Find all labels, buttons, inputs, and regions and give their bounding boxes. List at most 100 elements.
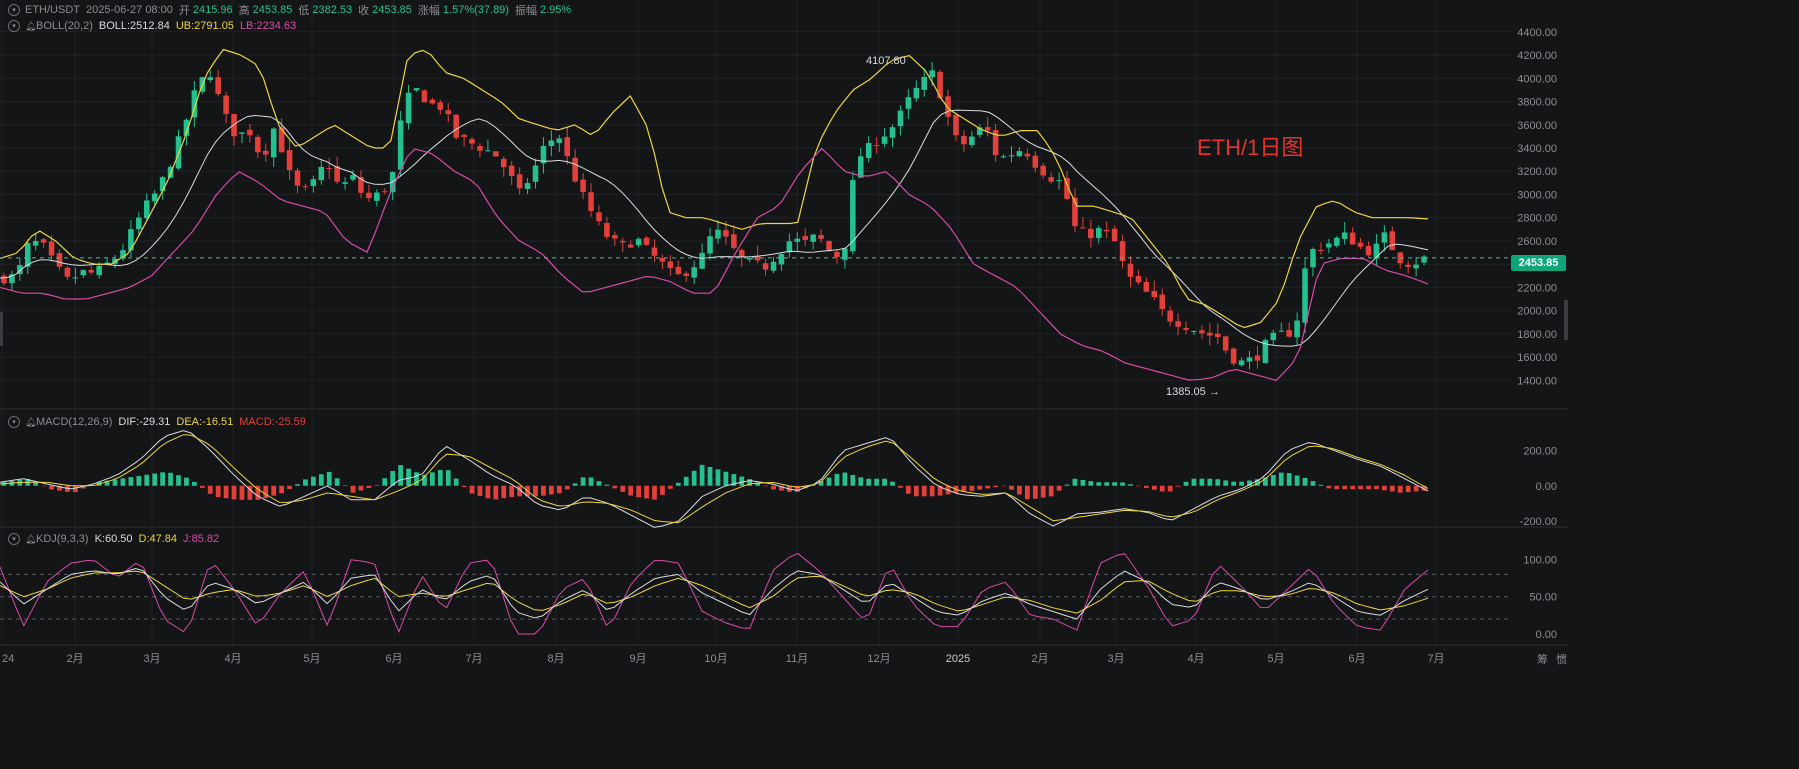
candle-body (857, 156, 864, 178)
macd-label[interactable]: MACD(12,26,9) (36, 416, 113, 428)
macd-bar (398, 465, 404, 486)
macd-bar (390, 471, 396, 486)
macd-bar (1231, 481, 1237, 486)
macd-bar (41, 485, 47, 487)
candle-body (429, 99, 436, 104)
inertia-button[interactable]: 惯 (1556, 654, 1567, 666)
candle-body (842, 248, 848, 260)
macd-bar (1286, 473, 1292, 486)
macd-bar (1001, 485, 1006, 487)
macd-bar (1159, 485, 1165, 492)
candle-body (1341, 232, 1348, 239)
kdj-axis-label: 50.00 (1529, 592, 1557, 604)
candle-body (366, 192, 372, 199)
macd-bar (184, 477, 189, 486)
macd-bar (1358, 485, 1363, 490)
candle-body (255, 136, 261, 153)
price-axis-label: 3000.00 (1517, 189, 1557, 201)
candle-body (929, 70, 935, 78)
candle-body (1175, 321, 1181, 327)
macd-bar (168, 472, 173, 486)
candle-body (358, 177, 364, 193)
macd-bar (1175, 485, 1181, 487)
bell-icon[interactable]: 🔔︎ (25, 20, 37, 31)
candle-body (675, 266, 682, 275)
candle-body (643, 237, 650, 245)
macd-bar (509, 485, 515, 497)
candle-body (794, 238, 801, 242)
candle-body (1270, 332, 1277, 341)
chart-canvas[interactable]: 4400.00 4200.00 4000.00 3800.00 3600.00 3400.… (0, 0, 1568, 670)
macd-dif-value: DIF:-29.31 (118, 416, 171, 428)
price-axis-label: 2800.00 (1517, 213, 1557, 225)
boll-label[interactable]: BOLL(20,2) (36, 20, 93, 32)
candle-body (778, 254, 785, 265)
macd-bar (191, 481, 197, 486)
macd-bar (1278, 472, 1284, 486)
candle-body (262, 150, 269, 155)
candle-body (953, 114, 959, 136)
kdj-d-value: D:47.84 (138, 533, 178, 545)
high-label: 高 (238, 5, 250, 17)
macd-bar (1262, 477, 1268, 486)
macd-bar (72, 485, 78, 493)
macd-bar (715, 469, 721, 486)
macd-bar (414, 472, 419, 486)
collapse-chevron-icon[interactable]: ▾ (8, 20, 20, 32)
macd-bar (1048, 485, 1054, 497)
boll-lb-line (0, 147, 1429, 381)
candle-body (1413, 264, 1419, 269)
candle-body (1016, 151, 1023, 157)
macd-bar (1223, 480, 1229, 486)
kdj-d-line (0, 570, 1429, 614)
collapse-chevron-icon[interactable]: ▾ (8, 533, 20, 545)
candle-body (1183, 327, 1189, 330)
kdj-label[interactable]: KDJ(9,3,3) (36, 533, 89, 545)
bell-icon[interactable]: 🔔︎ (25, 533, 37, 544)
candle-body (1207, 332, 1213, 336)
candle-body (1048, 177, 1054, 182)
low-label: 低 (298, 5, 310, 17)
kdj-axis-label: 0.00 (1536, 629, 1557, 641)
macd-bar (501, 485, 507, 499)
time-axis-label: 3月 (143, 653, 160, 665)
macd-bar (636, 485, 642, 498)
price-axis-label: 3200.00 (1517, 166, 1557, 178)
candle-body (88, 270, 95, 273)
macd-bar (1096, 482, 1102, 486)
candle-body (897, 110, 904, 127)
candle-body (159, 177, 166, 192)
time-axis-label: 3月 (1107, 653, 1124, 665)
candle-body (286, 150, 293, 171)
candle-body (421, 90, 428, 103)
candle-body (1143, 281, 1150, 292)
bell-icon[interactable]: 🔔︎ (25, 416, 37, 427)
macd-bar (33, 482, 39, 486)
candle-body (1405, 264, 1411, 267)
candle-body (612, 235, 618, 239)
macd-bar (905, 485, 911, 494)
change-value: 1.57%(37.89) (442, 4, 509, 16)
macd-bar (771, 485, 776, 490)
candle-body (500, 158, 507, 168)
right-scroll-handle[interactable] (1564, 300, 1568, 340)
macd-bar (604, 484, 610, 486)
candle-body (1214, 333, 1221, 338)
candle-body (1262, 340, 1269, 364)
candle-body (302, 186, 309, 188)
macd-bar (1056, 485, 1062, 491)
collapse-chevron-icon[interactable]: ▾ (8, 4, 20, 16)
collapse-chevron-icon[interactable]: ▾ (8, 416, 20, 428)
candle-body (881, 136, 888, 144)
chip-distribution-button[interactable]: 筹 (1537, 654, 1548, 666)
candle-body (1008, 155, 1015, 157)
candle-body (1302, 268, 1308, 323)
macd-bar (1326, 485, 1332, 489)
macd-bar (533, 485, 538, 497)
candle-body (834, 251, 840, 258)
macd-axis-label: -200.00 (1520, 516, 1557, 528)
macd-bar (1247, 480, 1252, 486)
candle-body (1151, 290, 1158, 298)
left-scroll-handle[interactable] (0, 312, 3, 346)
macd-bar (144, 474, 150, 486)
